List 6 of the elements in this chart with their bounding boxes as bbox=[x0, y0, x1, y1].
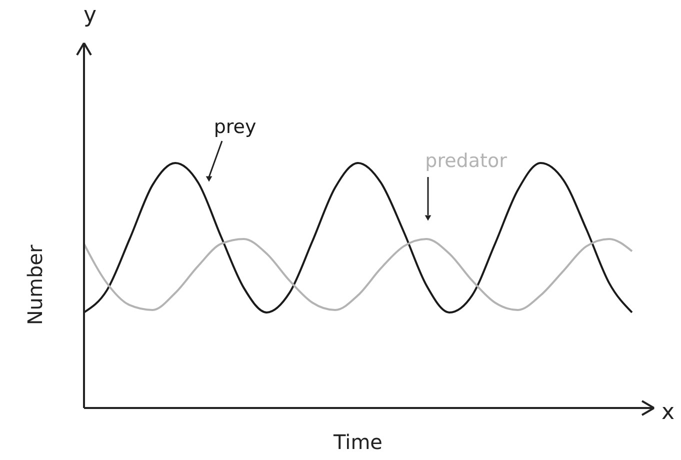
text: prey bbox=[214, 116, 256, 138]
text: x bbox=[661, 400, 675, 425]
text: predator bbox=[425, 150, 508, 172]
y-axis-title: Number bbox=[23, 244, 47, 326]
x-axis-title: Time bbox=[332, 430, 382, 454]
text: y bbox=[83, 3, 97, 28]
